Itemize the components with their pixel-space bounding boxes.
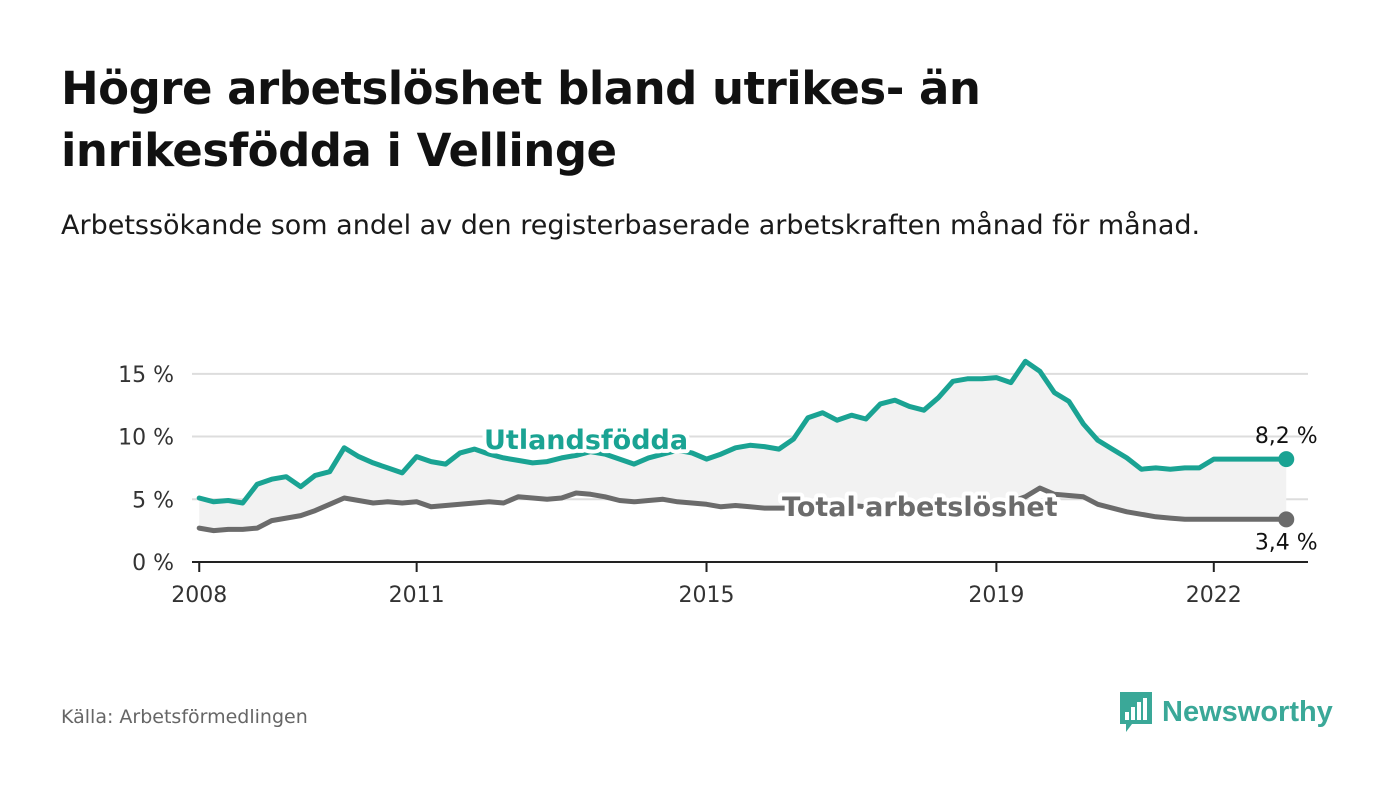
- area-band: [199, 361, 1287, 531]
- y-tick-label: 10 %: [118, 426, 174, 451]
- bar-chart-logo-icon: [1120, 692, 1152, 732]
- series-end-dot: [1278, 511, 1295, 528]
- series-label-total: Total arbetslöshet: [782, 492, 1058, 523]
- x-tick-label: 2008: [171, 583, 227, 608]
- x-tick-label: 2019: [968, 583, 1024, 608]
- series-labels: 8,2 % 3,4 % Utlandsfödda Total arbetslöshet: [480, 421, 1318, 555]
- series-label-utlandsfodda: Utlandsfödda: [484, 425, 688, 456]
- y-tick-label: 0 %: [132, 551, 174, 576]
- x-tick-label: 2022: [1186, 583, 1242, 608]
- y-tick-label: 15 %: [118, 363, 174, 388]
- newsworthy-logo[interactable]: Newsworthy: [1118, 690, 1333, 734]
- x-tick-label: 2011: [389, 583, 445, 608]
- series-lines: [196, 358, 1295, 534]
- series-end-label: 8,2 %: [1255, 424, 1318, 449]
- area-between-series: [199, 361, 1287, 531]
- source-note: Källa: Arbetsförmedlingen: [61, 706, 308, 728]
- chart-title: Högre arbetslöshet bland utrikes- än inr…: [61, 62, 981, 177]
- series-end-label: 3,4 %: [1255, 530, 1318, 555]
- x-tick-label: 2015: [679, 583, 735, 608]
- series-line: [196, 358, 1289, 506]
- series-end-dot: [1278, 451, 1295, 468]
- axes: 0 % 5 % 10 % 15 % 2008 2011 2015 2019 2022: [118, 363, 1308, 608]
- y-tick-label: 5 %: [132, 488, 174, 513]
- series-line: [196, 485, 1289, 534]
- brand-name: Newsworthy: [1162, 695, 1333, 728]
- chart-subtitle: Arbetssökande som andel av den registerb…: [61, 210, 1201, 241]
